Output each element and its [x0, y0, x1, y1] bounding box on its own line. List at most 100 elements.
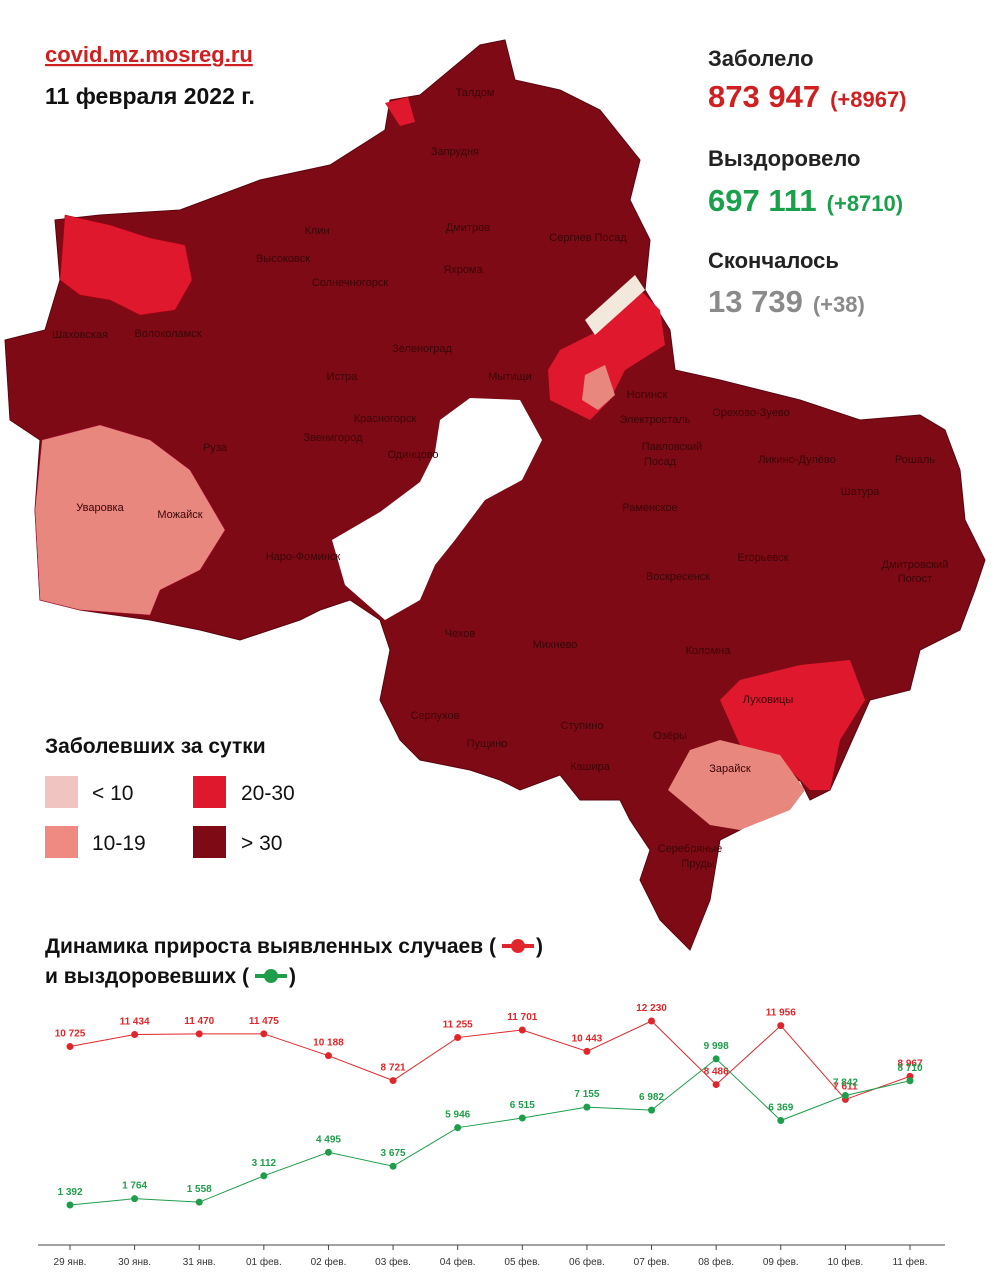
map-label: Посад — [644, 456, 677, 468]
data-label: 3 675 — [381, 1148, 406, 1159]
data-point — [389, 1162, 397, 1170]
data-label: 11 255 — [443, 1020, 473, 1031]
map-label: Высоковск — [256, 253, 310, 265]
x-tick-label: 01 фев. — [246, 1256, 282, 1268]
data-point — [131, 1031, 139, 1039]
map-label: Зеленоград — [392, 343, 452, 355]
stat-value: 13 739 (+38) — [708, 284, 865, 319]
map-label: Шатура — [841, 486, 881, 498]
data-label: 7 611 — [833, 1081, 858, 1092]
map-label: Раменское — [622, 502, 678, 514]
map-label: Рошаль — [895, 454, 935, 466]
x-tick-label: 05 фев. — [504, 1256, 540, 1268]
legend-swatch — [193, 826, 226, 858]
map-label: Зарайск — [709, 763, 751, 775]
data-point — [454, 1034, 462, 1042]
stat-label: Заболело — [708, 46, 814, 71]
x-tick-label: 02 фев. — [311, 1256, 347, 1268]
x-tick-label: 31 янв. — [183, 1257, 216, 1268]
x-tick-label: 08 фев. — [698, 1256, 734, 1268]
moscow — [332, 398, 542, 620]
map-label: Можайск — [157, 509, 202, 521]
map-label: Запрудня — [431, 146, 479, 158]
data-point — [712, 1055, 720, 1063]
data-label: 1 558 — [187, 1184, 212, 1195]
data-label: 9 998 — [704, 1041, 729, 1052]
stat-label: Скончалось — [708, 248, 839, 273]
map-label: Ступино — [561, 720, 604, 732]
data-point — [583, 1047, 591, 1055]
data-point — [583, 1103, 591, 1111]
stat-value: 697 111 (+8710) — [708, 183, 903, 218]
data-label: 7 842 — [833, 1077, 858, 1088]
map-label: Дмитров — [446, 222, 490, 234]
x-tick-label: 30 янв. — [118, 1257, 151, 1268]
map-label: Орехово-Зуево — [712, 407, 790, 419]
legend-title: Заболевших за сутки — [45, 735, 266, 758]
chart-title: Динамика прироста выявленных случаев ( — [45, 935, 496, 958]
map-label: Мытищи — [488, 371, 531, 383]
data-point — [712, 1081, 720, 1089]
map-label: Одинцово — [387, 449, 438, 461]
legend-marker — [510, 939, 525, 953]
map-label: Волоколамск — [134, 328, 201, 340]
data-point — [906, 1077, 914, 1085]
data-point — [131, 1195, 139, 1203]
data-point — [454, 1124, 462, 1132]
map-label: Ликино-Дулёво — [758, 454, 836, 466]
map-label: Наро-Фоминск — [266, 551, 341, 563]
legend-label: 20-30 — [241, 782, 295, 805]
data-point — [324, 1052, 332, 1060]
legend-label: 10-19 — [92, 832, 146, 855]
data-label: 1 764 — [122, 1181, 147, 1192]
data-label: 11 434 — [120, 1017, 150, 1028]
map-label: Погост — [898, 573, 932, 585]
map-label: Чехов — [445, 628, 476, 640]
map-label: Егорьевск — [737, 552, 788, 564]
x-tick-label: 07 фев. — [634, 1256, 670, 1268]
data-label: 11 701 — [507, 1012, 537, 1023]
map-label: Павловский — [642, 441, 703, 453]
data-label: 5 946 — [445, 1110, 470, 1121]
data-label: 12 230 — [636, 1003, 667, 1014]
legend-marker — [263, 969, 278, 983]
data-point — [389, 1077, 397, 1085]
data-label: 8 967 — [897, 1058, 922, 1069]
district-light — [582, 365, 615, 410]
source-link: covid.mz.mosreg.ru — [45, 42, 253, 67]
data-point — [648, 1106, 656, 1114]
map-label: Ногинск — [627, 389, 668, 401]
data-label: 8 486 — [704, 1067, 729, 1078]
data-point — [648, 1017, 656, 1025]
data-label: 3 112 — [252, 1158, 277, 1169]
x-tick-label: 11 фев. — [892, 1256, 927, 1268]
chart-title: ) — [289, 965, 296, 988]
x-tick-label: 09 фев. — [763, 1256, 799, 1268]
map-label: Уваровка — [76, 502, 124, 514]
data-point — [841, 1091, 849, 1099]
district-red — [548, 290, 665, 420]
map-label: Кашира — [570, 761, 611, 773]
data-label: 11 475 — [249, 1016, 279, 1027]
x-tick-label: 04 фев. — [440, 1256, 476, 1268]
legend-label: < 10 — [92, 782, 133, 805]
data-label: 8 721 — [381, 1063, 406, 1074]
x-tick-label: 06 фев. — [569, 1256, 605, 1268]
map-label: Истра — [327, 371, 359, 383]
district-pale — [585, 275, 645, 335]
map-label: Пруды — [681, 858, 714, 870]
series-line — [69, 1020, 911, 1101]
data-point — [777, 1022, 785, 1030]
data-label: 4 495 — [316, 1134, 341, 1145]
data-label: 6 515 — [510, 1100, 535, 1111]
data-point — [260, 1030, 268, 1038]
data-point — [260, 1172, 268, 1180]
data-label: 11 470 — [184, 1016, 214, 1027]
data-point — [195, 1030, 203, 1038]
data-point — [777, 1117, 785, 1125]
stat-label: Выздоровело — [708, 146, 861, 171]
district-red — [59, 214, 193, 316]
map-label: Серебряные — [658, 843, 723, 855]
map-label: Звенигород — [303, 432, 363, 444]
